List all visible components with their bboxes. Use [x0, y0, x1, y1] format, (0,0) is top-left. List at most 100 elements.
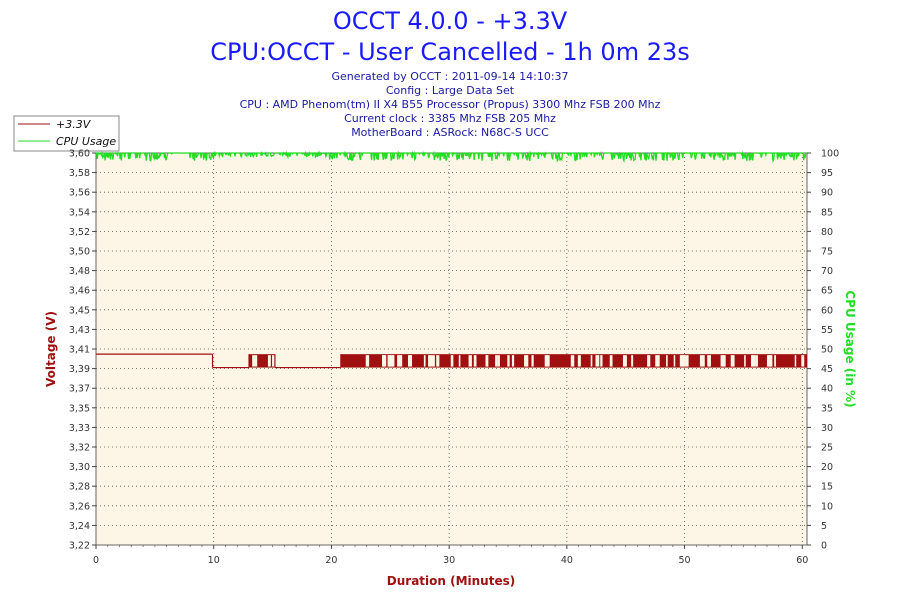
y-tick-label: 3,26: [69, 501, 90, 512]
y-tick-label: 3,60: [69, 149, 90, 160]
y2-tick-label: 75: [821, 247, 833, 258]
voltage-gap: [468, 355, 472, 367]
voltage-gap: [590, 355, 593, 367]
voltage-gap: [255, 355, 258, 367]
voltage-gap: [685, 355, 689, 367]
cpu-usage-segment: [328, 150, 807, 164]
voltage-gap: [657, 355, 660, 367]
y2-tick-label: 95: [821, 168, 833, 179]
voltage-gap: [600, 355, 603, 367]
voltage-gap: [577, 355, 581, 367]
y-tick-label: 3,43: [69, 325, 90, 336]
legend-cpu-label: CPU Usage: [56, 135, 116, 148]
voltage-gap: [699, 355, 703, 367]
info-config: Config : Large Data Set: [386, 84, 515, 97]
voltage-gap: [801, 355, 805, 367]
y2-tick-label: 40: [821, 384, 833, 395]
y2-tick-label: 55: [821, 325, 833, 336]
voltage-gap: [267, 355, 271, 367]
y-tick-label: 3,39: [69, 364, 90, 375]
y2-tick-label: 25: [821, 443, 833, 454]
y2-tick-label: 90: [821, 188, 833, 199]
info-clock: Current clock : 3385 Mhz FSB 205 Mhz: [344, 112, 556, 125]
y-tick-label: 3,58: [69, 168, 90, 179]
voltage-gap: [409, 355, 413, 367]
info-cpu: CPU : AMD Phenom(tm) II X4 B55 Processor…: [240, 98, 661, 111]
y-tick-label: 3,50: [69, 247, 90, 258]
voltage-gap: [531, 355, 534, 367]
y-tick-label: 3,48: [69, 266, 90, 277]
voltage-gap: [730, 355, 735, 367]
y-tick-label: 3,22: [69, 541, 90, 552]
voltage-gap: [431, 355, 435, 367]
voltage-gap: [252, 355, 256, 367]
voltage-gap: [486, 355, 489, 367]
chart-subtitle: CPU:OCCT - User Cancelled - 1h 0m 23s: [210, 38, 690, 66]
voltage-gap: [744, 355, 746, 367]
voltage-gap: [423, 355, 426, 367]
voltage-gap: [495, 355, 498, 367]
y-tick-label: 3,30: [69, 462, 90, 473]
voltage-gap: [720, 355, 724, 367]
y-tick-label: 3,24: [69, 521, 90, 532]
y-tick-label: 3,33: [69, 423, 90, 434]
grid: [96, 153, 807, 545]
y2-tick-label: 15: [821, 482, 833, 493]
voltage-gap: [407, 355, 412, 367]
x-tick-label: 10: [208, 555, 220, 566]
y2-tick-label: 20: [821, 462, 833, 473]
y-tick-label: 3,41: [69, 345, 90, 356]
voltage-gap: [570, 355, 575, 367]
voltage-gap: [679, 355, 683, 367]
x-tick-label: 30: [443, 555, 455, 566]
voltage-gap: [272, 355, 275, 367]
legend: +3.3V CPU Usage: [13, 115, 120, 152]
voltage-gap: [365, 355, 370, 367]
y2-axis-title: CPU Usage (in %): [843, 290, 857, 407]
y2-tick-label: 0: [821, 541, 827, 552]
y2-tick-label: 50: [821, 345, 833, 356]
y2-tick-label: 10: [821, 501, 833, 512]
y-axis-title: Voltage (V): [44, 311, 58, 387]
y-tick-label: 3,35: [69, 403, 90, 414]
y2-tick-label: 85: [821, 207, 833, 218]
voltage-gap: [666, 355, 668, 367]
y2-tick-label: 100: [821, 149, 839, 160]
x-tick-label: 50: [679, 555, 691, 566]
voltage-gap: [497, 355, 500, 367]
voltage-gap: [526, 355, 529, 367]
y-tick-label: 3,28: [69, 482, 90, 493]
y2-tick-label: 65: [821, 286, 833, 297]
voltage-gap: [400, 355, 403, 367]
voltage-series: [96, 353, 807, 369]
voltage-gap: [722, 355, 726, 367]
voltage-gap: [595, 355, 600, 367]
x-tick-label: 20: [325, 555, 337, 566]
cpu-series: [96, 150, 807, 164]
y-tick-label: 3,46: [69, 286, 90, 297]
x-tick-label: 0: [93, 555, 99, 566]
cpu-usage-segment: [216, 150, 330, 160]
voltage-gap: [397, 355, 401, 367]
voltage-gap: [511, 355, 515, 367]
voltage-gap: [774, 355, 777, 367]
y-tick-label: 3,37: [69, 384, 90, 395]
voltage-gap: [751, 355, 756, 367]
voltage-gap: [707, 355, 711, 367]
voltage-gap: [451, 355, 454, 367]
voltage-gap: [755, 355, 758, 367]
voltage-gap: [609, 355, 613, 367]
y2-tick-label: 5: [821, 521, 827, 532]
chart-title: OCCT 4.0.0 - +3.3V: [333, 7, 568, 35]
voltage-gap: [507, 355, 510, 367]
voltage-gap: [436, 355, 440, 367]
voltage-gap: [546, 355, 550, 367]
voltage-gap: [682, 355, 686, 367]
x-tick-label: 60: [796, 555, 808, 566]
y-tick-label: 3,45: [69, 305, 90, 316]
voltage-gap: [673, 355, 676, 367]
voltage-gap: [429, 355, 433, 367]
voltage-gap: [544, 355, 548, 367]
y-tick-label: 3,56: [69, 188, 90, 199]
y2-tick-label: 35: [821, 403, 833, 414]
